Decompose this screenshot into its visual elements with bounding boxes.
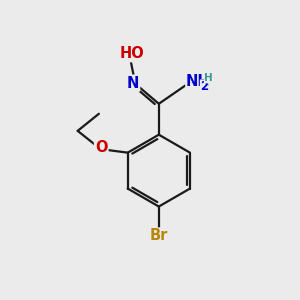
Text: N: N — [127, 76, 139, 91]
Text: Br: Br — [150, 229, 168, 244]
Text: 2: 2 — [200, 80, 208, 93]
Text: NH: NH — [186, 74, 211, 89]
Text: O: O — [95, 140, 107, 155]
Text: H: H — [204, 73, 213, 83]
Text: HO: HO — [120, 46, 145, 61]
